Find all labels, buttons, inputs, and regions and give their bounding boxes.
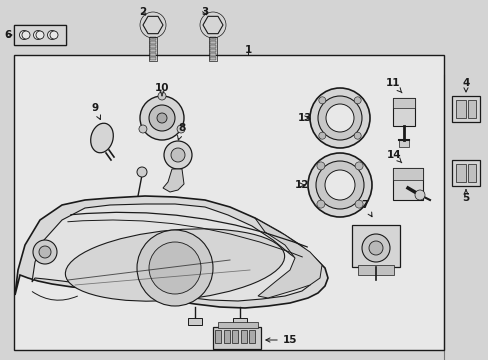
Circle shape — [139, 125, 147, 133]
Bar — [209, 57, 216, 60]
Text: 1: 1 — [244, 45, 251, 55]
Circle shape — [177, 125, 184, 133]
Bar — [351, 225, 399, 267]
Ellipse shape — [65, 229, 284, 301]
Circle shape — [354, 162, 363, 170]
Text: 10: 10 — [154, 83, 169, 96]
Polygon shape — [163, 169, 183, 192]
Text: 12: 12 — [294, 180, 308, 190]
Bar — [231, 330, 238, 343]
Bar — [240, 330, 246, 343]
Bar — [149, 37, 157, 61]
Bar — [150, 57, 156, 60]
Circle shape — [171, 148, 184, 162]
Circle shape — [22, 31, 30, 39]
Circle shape — [325, 170, 354, 200]
Bar — [357, 265, 393, 275]
Polygon shape — [14, 25, 66, 45]
Circle shape — [316, 162, 324, 170]
Bar — [392, 98, 414, 108]
Circle shape — [137, 167, 147, 177]
Circle shape — [50, 31, 58, 39]
Text: 4: 4 — [461, 78, 469, 92]
Polygon shape — [15, 196, 327, 308]
Bar — [187, 318, 202, 325]
Bar — [467, 100, 475, 118]
Circle shape — [34, 31, 42, 40]
Bar — [150, 45, 156, 48]
Bar — [209, 41, 216, 44]
Bar — [451, 160, 479, 186]
Circle shape — [353, 132, 361, 139]
Bar — [150, 37, 156, 40]
Text: 3: 3 — [201, 7, 208, 17]
Polygon shape — [254, 218, 321, 298]
Circle shape — [39, 246, 51, 258]
Circle shape — [353, 97, 361, 104]
Bar — [455, 100, 465, 118]
Circle shape — [361, 234, 389, 262]
Ellipse shape — [90, 123, 113, 153]
Bar — [232, 318, 246, 325]
Bar — [209, 37, 216, 40]
Text: 15: 15 — [265, 335, 297, 345]
Circle shape — [47, 31, 57, 40]
Circle shape — [414, 190, 424, 200]
Bar — [150, 49, 156, 52]
Circle shape — [318, 132, 325, 139]
Text: 9: 9 — [91, 103, 101, 120]
Bar — [398, 140, 408, 147]
Bar — [223, 330, 229, 343]
Circle shape — [307, 153, 371, 217]
Bar — [209, 53, 216, 56]
Text: 2: 2 — [139, 7, 146, 17]
Bar — [455, 164, 465, 182]
Bar — [392, 168, 422, 180]
Circle shape — [163, 141, 192, 169]
Text: 6: 6 — [4, 30, 12, 40]
Circle shape — [316, 200, 324, 208]
Circle shape — [149, 105, 175, 131]
Circle shape — [354, 200, 363, 208]
Bar — [14, 25, 66, 45]
Bar — [392, 98, 414, 126]
Bar — [467, 164, 475, 182]
Polygon shape — [142, 16, 163, 34]
Circle shape — [309, 88, 369, 148]
Text: 8: 8 — [177, 123, 185, 140]
Bar — [392, 168, 422, 200]
Circle shape — [36, 31, 44, 39]
Circle shape — [325, 104, 353, 132]
Polygon shape — [32, 204, 311, 301]
Circle shape — [33, 240, 57, 264]
Bar — [451, 96, 479, 122]
Text: 13: 13 — [297, 113, 312, 123]
Circle shape — [368, 241, 382, 255]
Text: 14: 14 — [386, 150, 401, 163]
Bar — [215, 330, 221, 343]
Circle shape — [140, 96, 183, 140]
Text: 7: 7 — [361, 200, 371, 217]
Circle shape — [20, 31, 28, 40]
Circle shape — [317, 96, 361, 140]
Circle shape — [318, 97, 325, 104]
Circle shape — [158, 92, 165, 100]
Circle shape — [137, 230, 213, 306]
Bar — [150, 53, 156, 56]
Bar — [208, 37, 217, 61]
Circle shape — [149, 242, 201, 294]
Circle shape — [315, 161, 363, 209]
Bar — [218, 322, 258, 328]
Bar — [209, 49, 216, 52]
Bar — [248, 330, 254, 343]
Bar — [209, 45, 216, 48]
Circle shape — [157, 113, 167, 123]
Text: 5: 5 — [462, 190, 468, 203]
Bar — [213, 327, 261, 349]
Bar — [150, 41, 156, 44]
Polygon shape — [203, 16, 223, 34]
Text: 11: 11 — [385, 78, 401, 93]
Bar — [14, 55, 443, 350]
